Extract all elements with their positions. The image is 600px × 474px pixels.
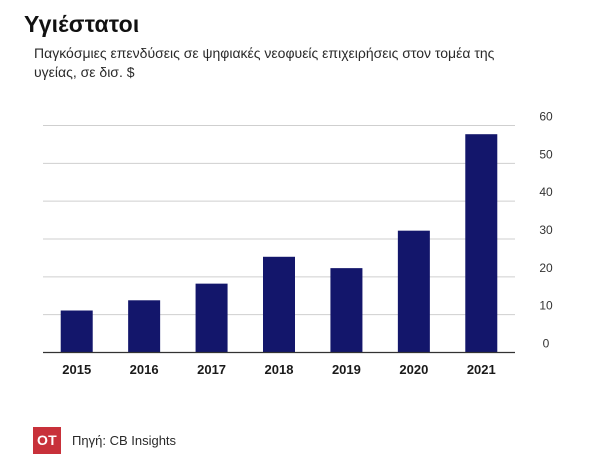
bar-2016 [128,300,161,353]
x-tick-label: 2017 [197,362,226,377]
y-tick-label: 30 [539,223,553,237]
x-tick-label: 2016 [130,362,159,377]
source-note: Πηγή: CB Insights [72,432,177,448]
bar-2020 [397,230,430,353]
y-tick-label: 50 [539,147,553,161]
y-tick-label: 20 [539,261,553,275]
chart-title: Υγιέστατοι [24,11,140,37]
x-tick-label: 2018 [265,362,294,377]
bar-2021 [465,134,498,353]
y-tick-label: 10 [539,299,553,313]
x-tick-label: 2021 [467,362,496,377]
bar-2015 [60,310,93,353]
chart-subtitle: Παγκόσμιες επενδύσεις σε ψηφιακές νεοφυε… [34,45,495,80]
ot-logo: OT [33,426,61,454]
footer: OT Πηγή: CB Insights [33,426,176,454]
bar-2017 [195,283,228,353]
x-tick-label: 2019 [332,362,361,377]
y-tick-label: 60 [539,110,553,124]
y-tick-label: 40 [539,185,553,199]
x-tick-label: 2020 [399,362,428,377]
bar-2019 [330,268,363,353]
y-tick-label: 0 [543,337,550,351]
x-tick-label: 2015 [62,362,91,377]
bar-2018 [263,256,295,353]
